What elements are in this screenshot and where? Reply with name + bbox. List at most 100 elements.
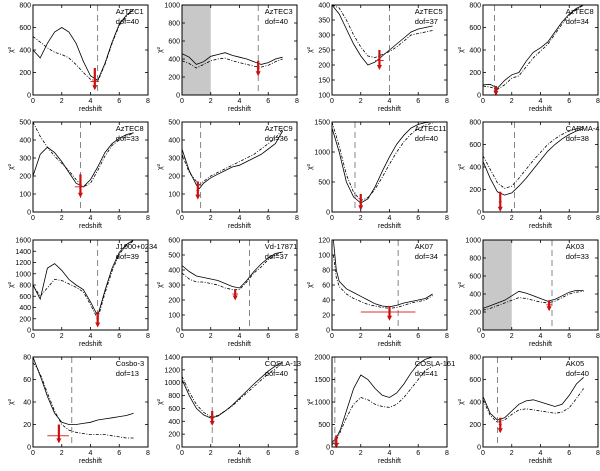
x-tick-label: 2	[359, 333, 363, 340]
y-tick-label: 200	[469, 70, 481, 77]
x-tick-label: 0	[330, 98, 334, 105]
y-tick-label: 1400	[15, 249, 31, 256]
dof-label: dof=13	[116, 369, 139, 378]
panel-title: AzTEC5	[415, 7, 443, 16]
upper-limit-arrow	[77, 192, 83, 198]
y-tick-label: 0	[176, 328, 180, 335]
upper-limit-arrow	[387, 315, 392, 321]
panel-9: 0 2 4 6 8 0 200 400 600 800 1000 1200 1400 1600 redshi…	[8, 238, 157, 349]
y-tick-label: 200	[469, 187, 481, 194]
series-solid-line	[482, 377, 584, 421]
panel-title: J1000+0234	[116, 242, 158, 251]
x-tick-label: 2	[209, 450, 213, 457]
series-dashed-line	[333, 254, 433, 309]
y-tick-label: 1000	[164, 3, 180, 10]
x-axis-label: redshift	[79, 106, 102, 113]
y-tick-label: 600	[168, 238, 180, 245]
y-tick-label: 1500	[314, 120, 330, 127]
upper-limit-arrow	[195, 194, 201, 200]
y-tick-label: 300	[19, 156, 31, 163]
upper-limit-arrow	[376, 65, 382, 70]
y-tick-label: 350	[318, 18, 330, 25]
y-tick-label: 0	[326, 445, 330, 452]
y-tick-label: 0	[477, 210, 481, 217]
x-tick-label: 8	[146, 98, 150, 105]
y-tick-label: 80	[322, 268, 330, 275]
y-tick-label: 0	[176, 445, 180, 452]
panel-title: AzTEC8	[116, 124, 144, 133]
y-axis-label: χ²	[307, 46, 314, 53]
panel-title: Vd-17871	[265, 242, 298, 251]
y-tick-label: 400	[168, 268, 180, 275]
y-tick-label: 200	[168, 75, 180, 82]
series-solid-line	[32, 9, 134, 81]
dof-label: dof=40	[116, 17, 139, 26]
y-axis-label: χ²	[157, 163, 164, 170]
dof-label: dof=41	[415, 369, 438, 378]
series-dashed-line	[32, 121, 134, 188]
y-tick-label: 400	[19, 305, 31, 312]
x-tick-label: 6	[567, 450, 571, 457]
y-axis-label: χ²	[458, 398, 465, 405]
series-dashed-line	[32, 362, 134, 439]
x-tick-label: 6	[266, 333, 270, 340]
y-tick-label: 600	[469, 377, 481, 384]
x-tick-label: 2	[510, 450, 514, 457]
dof-label: dof=34	[566, 17, 589, 26]
y-tick-label: 250	[318, 48, 330, 55]
series-solid-line	[181, 52, 283, 65]
x-axis-label: redshift	[378, 458, 401, 465]
dof-label: dof=33	[116, 134, 139, 143]
x-tick-label: 0	[180, 98, 184, 105]
y-tick-label: 0	[326, 328, 330, 335]
y-axis-label: χ²	[458, 281, 465, 288]
y-tick-label: 600	[19, 294, 31, 301]
dof-label: dof=40	[415, 134, 438, 143]
dof-label: dof=33	[566, 252, 589, 261]
y-tick-label: 60	[23, 377, 31, 384]
panel-title: AzTEC9	[265, 124, 293, 133]
x-axis-label: redshift	[79, 223, 102, 230]
y-tick-label: 800	[469, 355, 481, 362]
y-tick-label: 200	[318, 63, 330, 70]
y-axis-label: χ²	[307, 398, 314, 405]
x-tick-label: 0	[31, 333, 35, 340]
y-tick-label: 200	[168, 174, 180, 181]
y-tick-label: 80	[23, 355, 31, 362]
y-tick-label: 200	[19, 174, 31, 181]
y-tick-label: 0	[27, 210, 31, 217]
dof-label: dof=37	[265, 252, 288, 261]
x-axis-label: redshift	[79, 458, 102, 465]
x-tick-label: 2	[510, 98, 514, 105]
x-axis-label: redshift	[529, 223, 552, 230]
series-dashed-line	[331, 4, 433, 58]
upper-limit-arrow	[546, 306, 552, 312]
x-tick-label: 6	[117, 215, 121, 222]
x-tick-label: 4	[238, 98, 242, 105]
x-tick-label: 4	[388, 98, 392, 105]
panel-title: CARMA-4	[566, 124, 600, 133]
y-axis-label: χ²	[8, 281, 15, 288]
y-axis-label: χ²	[307, 281, 314, 288]
x-axis-label: redshift	[228, 341, 251, 348]
x-tick-label: 4	[238, 450, 242, 457]
y-tick-label: 600	[469, 25, 481, 32]
panel-title: AzTEC11	[415, 124, 447, 133]
dof-label: dof=40	[566, 369, 589, 378]
y-tick-label: 600	[469, 274, 481, 281]
x-axis-label: redshift	[228, 223, 251, 230]
y-tick-label: 20	[322, 313, 330, 320]
y-tick-label: 0	[477, 93, 481, 100]
x-tick-label: 0	[330, 450, 334, 457]
y-tick-label: 100	[168, 313, 180, 320]
x-tick-label: 8	[596, 215, 600, 222]
y-axis-label: χ²	[458, 46, 465, 53]
upper-limit-arrow	[255, 71, 261, 77]
x-tick-label: 0	[180, 215, 184, 222]
y-tick-label: 0	[176, 210, 180, 217]
y-tick-label: 1200	[15, 260, 31, 267]
series-solid-line	[331, 356, 433, 443]
